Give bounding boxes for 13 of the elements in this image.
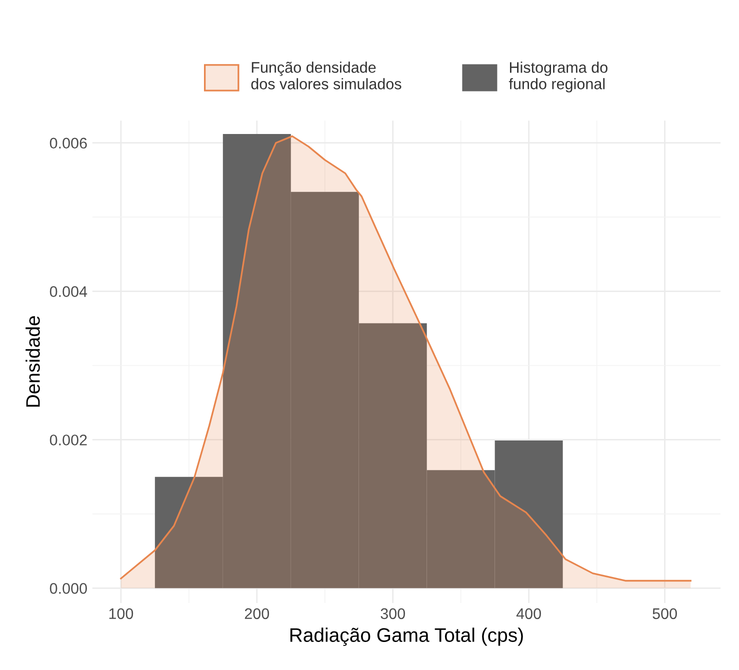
x-tick-label: 300	[380, 608, 406, 620]
x-axis-title: Radiação Gama Total (cps)	[290, 628, 523, 646]
y-axis-title: Densidade	[26, 316, 40, 407]
y-tick-label: 0.004	[50, 286, 88, 297]
x-tick-label: 500	[652, 608, 677, 620]
y-tick-label: 0.006	[50, 138, 87, 149]
legend-label: Função densidade dos valores simulados	[251, 62, 402, 90]
y-tick-label: 0.000	[50, 583, 87, 594]
x-tick-label: 100	[109, 608, 134, 620]
legend-label: Histograma do fundo regional	[508, 62, 608, 92]
x-tick-label: 400	[516, 608, 541, 620]
y-tick-label: 0.002	[50, 434, 87, 446]
x-tick-label: 200	[244, 608, 270, 620]
